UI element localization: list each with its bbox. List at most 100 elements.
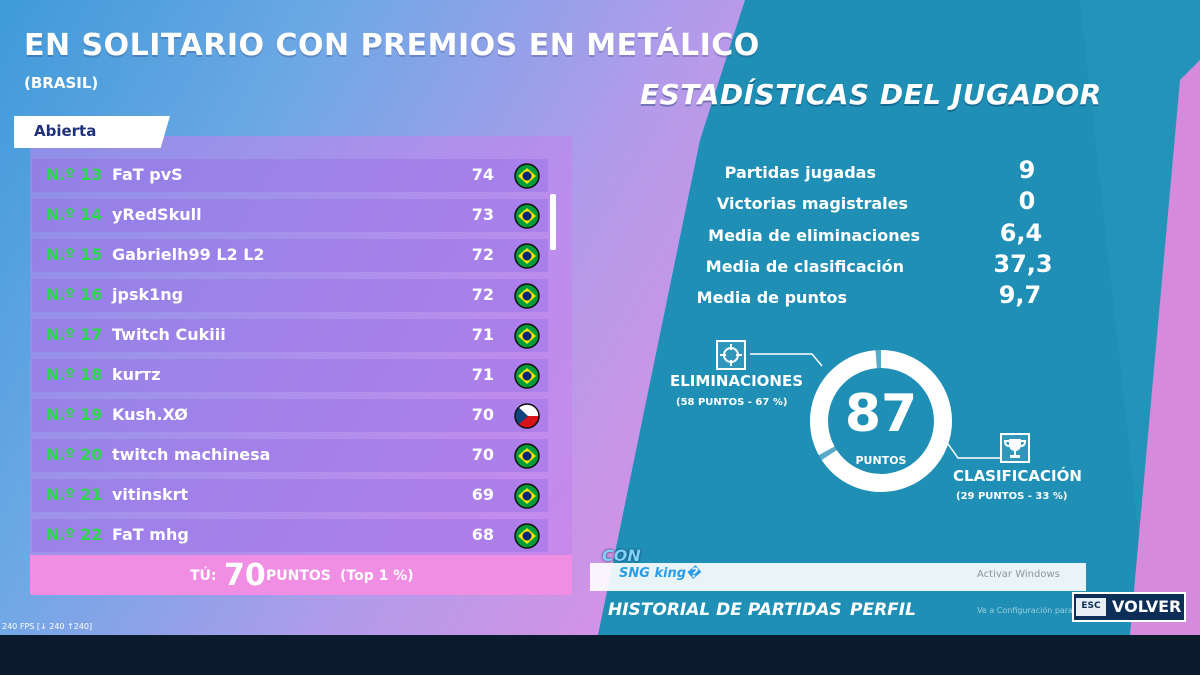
brazil-flag-icon [514,443,540,469]
profile-button[interactable]: PERFIL [850,600,916,620]
page-subtitle: (BRASIL) [24,74,99,92]
row-player-name: Kush.XØ [112,405,188,424]
scrollbar[interactable] [550,194,556,250]
row-player-name: kurтz [112,365,161,384]
your-score-unit: PUNTOS [266,568,331,584]
row-background [32,439,548,472]
row-background [32,239,548,272]
stat-label-wins: Victorias magistrales [716,194,908,213]
stat-value-wins: 0 [1018,187,1036,215]
brazil-flag-icon [514,363,540,389]
brazil-flag-icon [514,523,540,549]
row-rank: N.º 22 [46,525,103,544]
row-points: 70 [471,405,494,424]
row-rank: N.º 21 [46,485,103,504]
row-rank: N.º 18 [46,365,103,384]
row-background [32,319,548,352]
stat-label-points: Media de puntos [696,288,847,307]
bottom-bar [0,635,1200,675]
stat-value-placement: 37,3 [993,250,1053,278]
leaderboard-row[interactable]: N.º 15 Gabrielh99 L2 L2 72 [32,236,548,276]
stat-label-matches: Partidas jugadas [724,163,876,182]
row-player-name: twitch machinesa [112,445,271,464]
row-points: 71 [471,325,494,344]
row-player-name: vitinskrt [112,485,189,504]
trophy-icon [1000,433,1030,463]
leaderboard-row[interactable]: N.º 22 FaT mhg 68 [32,516,548,556]
game-screen: EN SOLITARIO CON PREMIOS EN METÁLICO (BR… [0,0,1200,635]
placement-detail: (29 PUNTOS - 33 %) [956,491,1068,502]
eliminations-detail: (58 PUNTOS - 67 %) [676,397,788,408]
stat-label-elims: Media de eliminaciones [708,226,920,245]
row-rank: N.º 17 [46,325,103,344]
stat-value-matches: 9 [1018,156,1036,184]
row-player-name: Gabrielh99 L2 L2 [112,245,265,264]
stat-value-elims: 6,4 [999,219,1043,247]
row-points: 70 [471,445,494,464]
czech-flag-icon [514,403,540,429]
row-rank: N.º 16 [46,285,103,304]
party-member-bar[interactable] [590,563,1086,591]
brazil-flag-icon [514,243,540,269]
brazil-flag-icon [514,283,540,309]
ring-segment-placement [810,350,952,492]
stat-label-placement: Media de clasificación [705,257,904,276]
leaderboard-row[interactable]: N.º 21 vitinskrt 69 [32,476,548,516]
row-rank: N.º 13 [46,165,103,184]
row-rank: N.º 15 [46,245,103,264]
row-background [32,279,548,312]
brazil-flag-icon [514,323,540,349]
ring-segment-eliminations [810,350,952,492]
leaderboard-row[interactable]: N.º 16 jpsk1ng 72 [32,276,548,316]
row-points: 73 [471,205,494,224]
total-points-value: 87 [844,384,918,444]
row-background [32,199,548,232]
row-player-name: jpsk1ng [112,285,184,304]
leaderboard-row[interactable]: N.º 13 FaT pvS 74 [32,156,548,196]
esc-key-icon: ESC [1076,598,1106,616]
your-score-bar [30,555,572,595]
party-label: CON [602,546,641,565]
leaderboard-row[interactable]: N.º 20 twitch machinesa 70 [32,436,548,476]
row-player-name: FaT mhg [112,525,189,544]
total-points-unit: PUNTOS [855,454,907,467]
leaderboard-panel [30,136,572,594]
placement-label: CLASIFICACIÓN [953,467,1082,485]
row-rank: N.º 19 [46,405,103,424]
points-ring-chart [810,350,952,492]
your-score-top: (Top 1 %) [340,568,414,584]
stats-title: ESTADÍSTICAS DEL JUGADOR [640,78,1102,111]
row-background [32,359,548,392]
row-points: 72 [471,245,494,264]
row-rank: N.º 14 [46,205,103,224]
row-background [32,519,548,552]
back-button-label: VOLVER [1112,597,1182,616]
watermark-title: Activar Windows [977,569,1060,580]
ring-connectors [750,353,1000,459]
row-points: 69 [471,485,494,504]
row-points: 72 [471,285,494,304]
brazil-flag-icon [514,163,540,189]
eliminations-label: ELIMINACIONES [670,372,804,390]
leaderboard-row[interactable]: N.º 18 kurтz 71 [32,356,548,396]
your-score-value: 70 [224,558,266,593]
row-points: 68 [471,525,494,544]
watermark-subtitle: Ve a Configuración para activar Windows. [977,606,1144,615]
tab-open[interactable]: Abierta [14,116,170,148]
match-history-button[interactable]: HISTORIAL DE PARTIDAS [608,600,842,620]
row-player-name: FaT pvS [112,165,183,184]
row-player-name: yRedSkull [112,205,202,224]
leaderboard-row[interactable]: N.º 17 Twitch Cukiii 71 [32,316,548,356]
brazil-flag-icon [514,483,540,509]
fps-counter: 240 FPS [↓ 240 ↑240] [2,622,93,631]
leaderboard-list: N.º 13 FaT pvS 74 N.º 14 yRedSkull 73 N.º 15 Ga… [32,156,548,556]
row-rank: N.º 20 [46,445,103,464]
your-score-label: TÚ: [190,568,217,584]
row-background [32,159,548,192]
leaderboard-row[interactable]: N.º 19 Kush.XØ 70 [32,396,548,436]
leaderboard-row[interactable]: N.º 14 yRedSkull 73 [32,196,548,236]
stat-value-points: 9,7 [998,281,1042,309]
page-title: EN SOLITARIO CON PREMIOS EN METÁLICO [24,28,760,63]
row-points: 71 [471,365,494,384]
row-player-name: Twitch Cukiii [112,325,226,344]
